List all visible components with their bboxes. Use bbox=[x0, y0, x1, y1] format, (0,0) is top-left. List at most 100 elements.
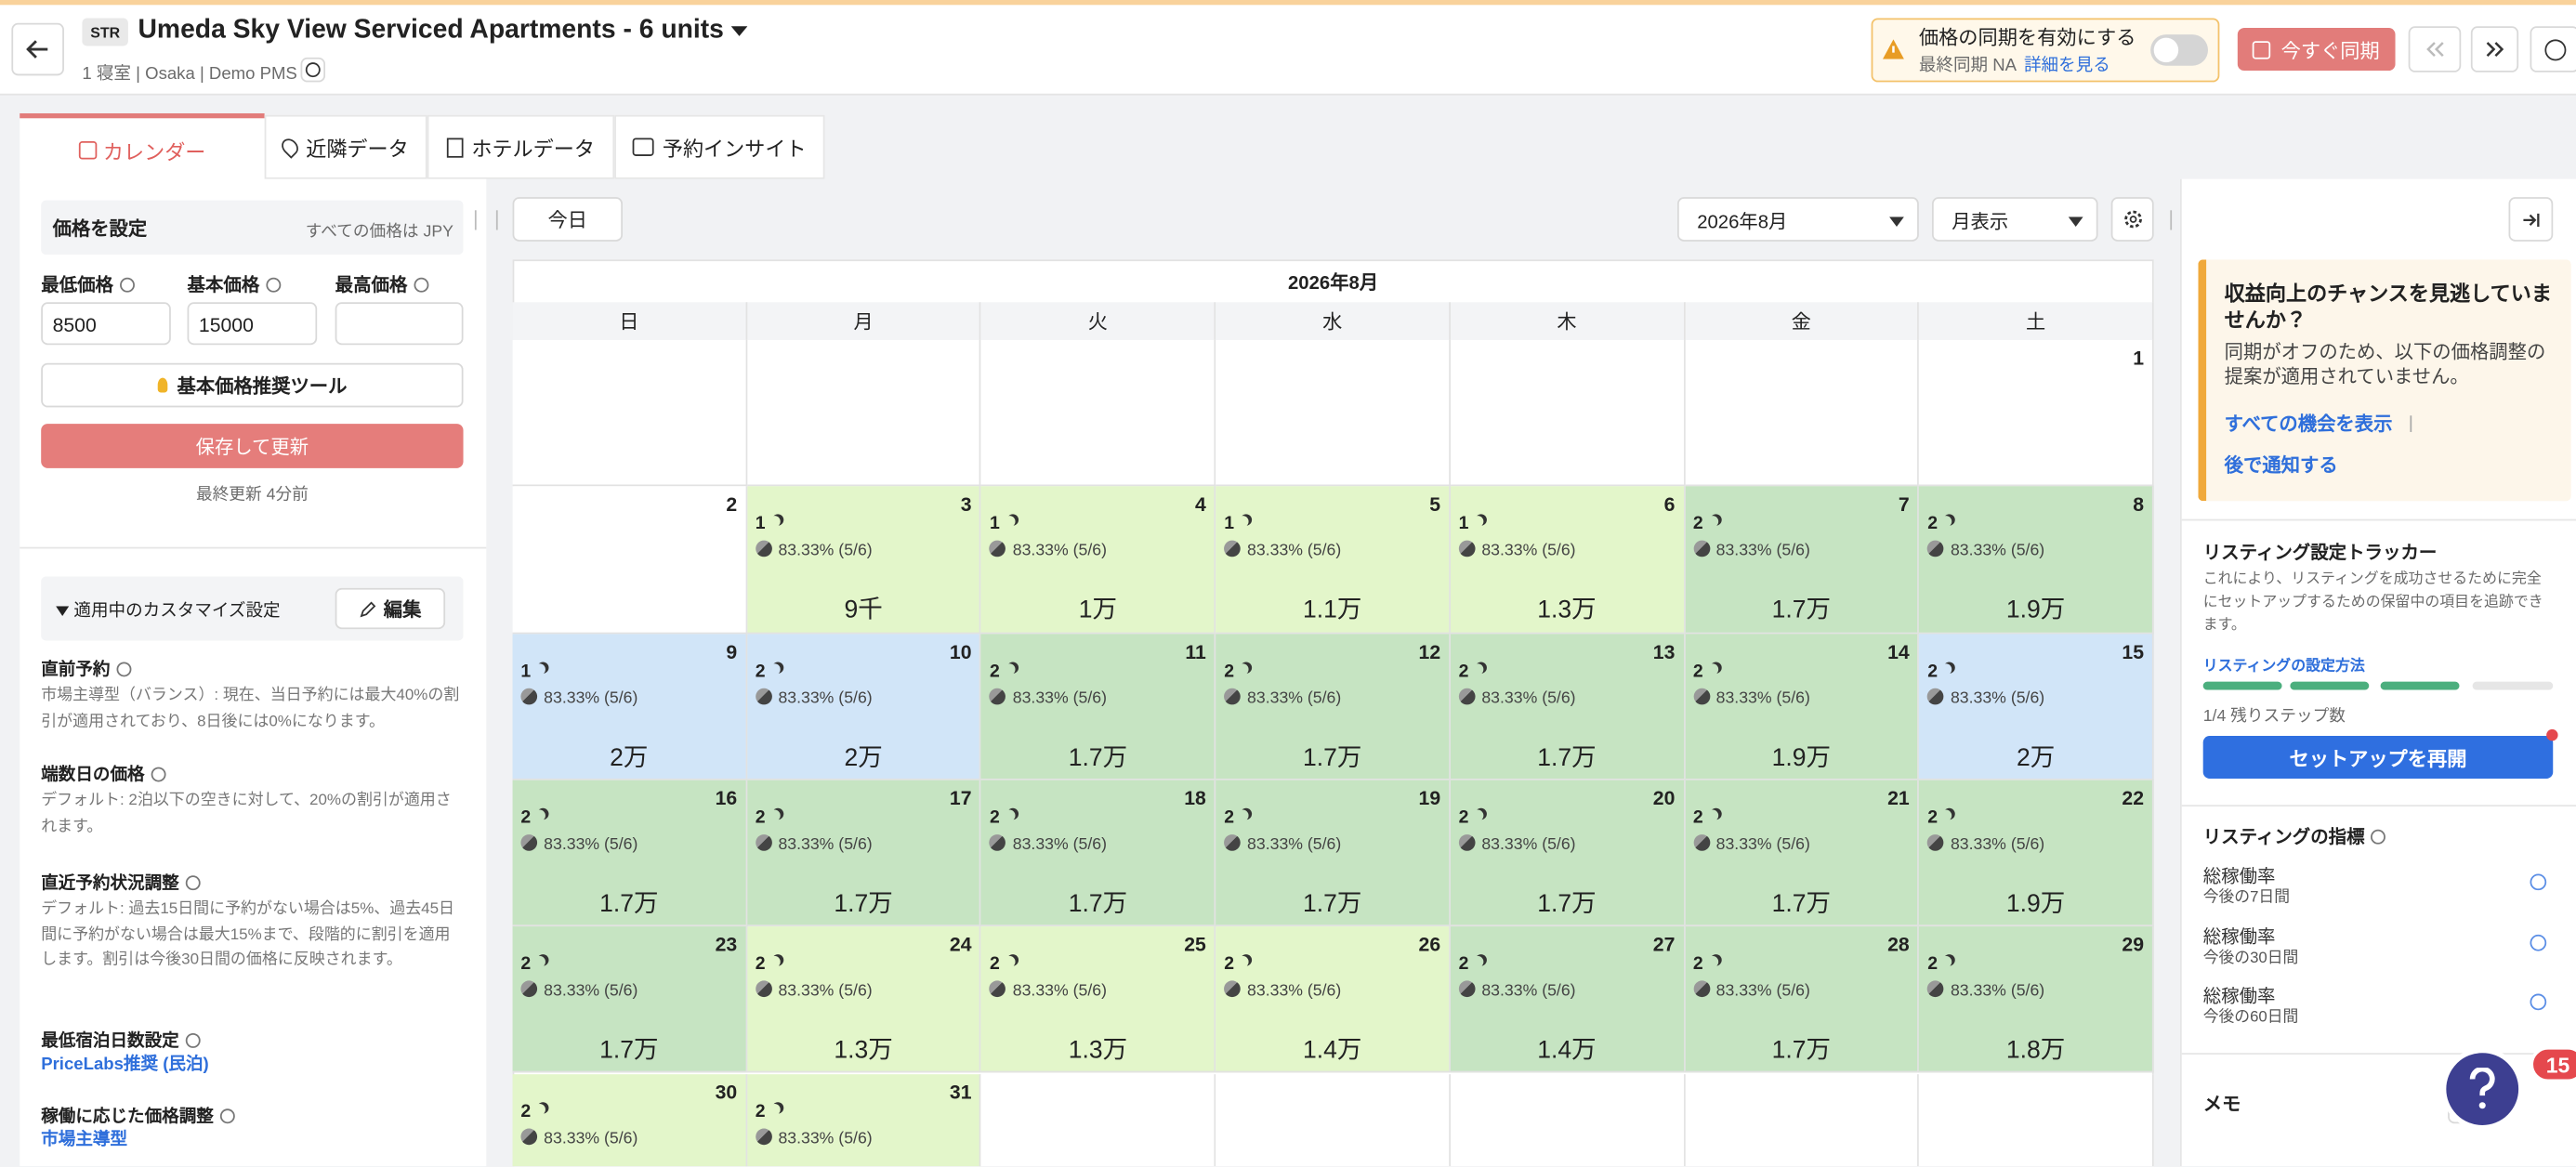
moon-icon bbox=[1706, 809, 1717, 820]
max-price-input[interactable] bbox=[335, 302, 464, 346]
day-cell[interactable]: 5 1 83.33% (5/6) 1.1万 bbox=[1216, 486, 1451, 634]
tool-button[interactable]: 基本価格推奨ツール bbox=[41, 362, 464, 408]
opportunity-title: 収益向上のチャンスを見逃していませんか？ bbox=[2224, 282, 2552, 333]
save-button[interactable]: 保存して更新 bbox=[41, 424, 464, 468]
day-cell[interactable]: 24 2 83.33% (5/6) 1.3万 bbox=[746, 926, 982, 1074]
add-icon-button[interactable] bbox=[300, 57, 326, 83]
day-cell[interactable]: 1 bbox=[1919, 339, 2154, 487]
divider bbox=[2181, 805, 2576, 807]
day-cell[interactable]: 6 1 83.33% (5/6) 1.3万 bbox=[1450, 486, 1686, 634]
day-cell[interactable]: 31 2 83.33% (5/6) bbox=[746, 1073, 982, 1167]
help-chat[interactable] bbox=[2441, 1047, 2524, 1131]
occupancy: 83.33% (5/6) bbox=[755, 688, 873, 707]
tab[interactable]: カレンダー bbox=[20, 112, 265, 181]
next-listing-button[interactable] bbox=[2470, 26, 2519, 72]
day-cell[interactable]: 25 2 83.33% (5/6) 1.3万 bbox=[981, 926, 1216, 1074]
day-cell[interactable]: 15 2 83.33% (5/6) 2万 bbox=[1919, 633, 2154, 780]
day-number: 20 bbox=[1652, 786, 1676, 810]
notification-dot bbox=[2546, 728, 2558, 741]
view-select[interactable]: 月表示 bbox=[1931, 197, 2098, 242]
occupancy: 83.33% (5/6) bbox=[1927, 980, 2044, 1001]
day-cell[interactable]: 12 2 83.33% (5/6) 1.7万 bbox=[1216, 633, 1451, 780]
sync-now-button[interactable]: 今すぐ同期 bbox=[2237, 28, 2396, 72]
listing-title[interactable]: Umeda Sky View Serviced Apartments - 6 u… bbox=[138, 17, 748, 46]
day-cell[interactable]: 7 2 83.33% (5/6) 1.7万 bbox=[1685, 486, 1920, 634]
day-cell[interactable]: 4 1 83.33% (5/6) 1万 bbox=[981, 486, 1216, 634]
day-cell[interactable]: 29 2 83.33% (5/6) 1.8万 bbox=[1919, 926, 2154, 1074]
day-cell[interactable]: 26 2 83.33% (5/6) 1.4万 bbox=[1216, 926, 1451, 1074]
remind-link[interactable]: 後で通知する bbox=[2224, 456, 2338, 477]
day-cell[interactable]: 14 2 83.33% (5/6) 1.9万 bbox=[1685, 633, 1920, 780]
day-number: 1 bbox=[2133, 347, 2145, 370]
day-cell[interactable]: 30 2 83.33% (5/6) bbox=[512, 1073, 747, 1167]
day-cell bbox=[981, 339, 1216, 487]
price: 1.7万 bbox=[1771, 889, 1832, 919]
day-number: 19 bbox=[1418, 786, 1441, 810]
view-all-link[interactable]: すべての機会を表示 bbox=[2224, 415, 2393, 436]
day-cell[interactable]: 16 2 83.33% (5/6) 1.7万 bbox=[512, 780, 747, 927]
day-cell[interactable]: 19 2 83.33% (5/6) 1.7万 bbox=[1216, 780, 1451, 927]
field-label: 最高価格 bbox=[335, 271, 429, 297]
min-nights-value: 2 bbox=[520, 1101, 532, 1121]
collapse-button[interactable] bbox=[2508, 197, 2554, 242]
back-button[interactable] bbox=[11, 22, 64, 76]
help-button[interactable] bbox=[2530, 26, 2576, 72]
min-price-input[interactable]: 8500 bbox=[41, 302, 171, 346]
prev-listing-button[interactable] bbox=[2408, 26, 2462, 72]
sync-toggle[interactable] bbox=[2150, 34, 2208, 66]
howto-link[interactable]: リスティングの設定方法 bbox=[2202, 657, 2365, 674]
price: 1.9万 bbox=[2005, 597, 2066, 625]
custom-item-link[interactable]: 市場主導型 bbox=[41, 1130, 128, 1150]
day-cell[interactable]: 22 2 83.33% (5/6) 1.9万 bbox=[1919, 780, 2154, 927]
day-cell bbox=[1216, 1073, 1451, 1167]
day-cell[interactable]: 21 2 83.33% (5/6) 1.7万 bbox=[1685, 780, 1920, 927]
details-link[interactable]: 詳細を見る bbox=[2023, 56, 2110, 76]
tab[interactable]: ホテルデータ bbox=[427, 114, 615, 179]
day-cell[interactable]: 18 2 83.33% (5/6) 1.7万 bbox=[981, 780, 1216, 927]
day-cell[interactable]: 3 1 83.33% (5/6) 9千 bbox=[746, 486, 982, 634]
custom-item-title: 端数日の価格 bbox=[41, 762, 166, 787]
day-cell[interactable]: 10 2 83.33% (5/6) 2万 bbox=[746, 633, 982, 780]
day-number: 30 bbox=[715, 1080, 738, 1104]
day-cell[interactable]: 28 2 83.33% (5/6) 1.7万 bbox=[1685, 926, 1920, 1074]
min-nights-value: 1 bbox=[989, 514, 1000, 535]
min-nights: 2 bbox=[1927, 808, 1952, 828]
day-cell[interactable]: 20 2 83.33% (5/6) 1.7万 bbox=[1450, 780, 1686, 927]
min-nights-value: 2 bbox=[1692, 514, 1703, 535]
day-cell[interactable]: 17 2 83.33% (5/6) 1.7万 bbox=[746, 780, 982, 927]
price: 2万 bbox=[2016, 743, 2056, 772]
moon-icon bbox=[1706, 517, 1717, 528]
month-select[interactable]: 2026年8月 bbox=[1676, 197, 1919, 242]
occupancy: 83.33% (5/6) bbox=[1692, 980, 1810, 1001]
min-nights: 2 bbox=[1224, 808, 1249, 828]
day-cell[interactable]: 9 1 83.33% (5/6) 2万 bbox=[512, 633, 747, 780]
edit-button[interactable]: 編集 bbox=[335, 587, 446, 630]
day-cell[interactable]: 2 bbox=[512, 486, 747, 634]
day-number: 28 bbox=[1887, 933, 1910, 957]
day-cell[interactable]: 13 2 83.33% (5/6) 1.7万 bbox=[1450, 633, 1686, 780]
day-cell[interactable]: 23 2 83.33% (5/6) 1.7万 bbox=[512, 926, 747, 1074]
gear-icon bbox=[2123, 210, 2142, 229]
today-button[interactable]: 今日 bbox=[512, 197, 624, 242]
metrics-title: リスティングの指標 bbox=[2203, 823, 2386, 849]
metric-label: 総稼働率 bbox=[2202, 926, 2276, 948]
day-cell bbox=[1450, 1073, 1686, 1167]
custom-title[interactable]: 適用中のカスタマイズ設定 bbox=[56, 597, 281, 623]
min-nights-value: 2 bbox=[1692, 807, 1703, 828]
occupancy-text: 83.33% (5/6) bbox=[1012, 542, 1107, 561]
custom-item-link[interactable]: PriceLabs推奨 (民泊) bbox=[41, 1054, 209, 1075]
settings-button[interactable] bbox=[2110, 197, 2154, 242]
tab[interactable]: 近隣データ bbox=[264, 114, 427, 179]
base-price-input[interactable]: 15000 bbox=[187, 302, 318, 346]
resize-handle[interactable] bbox=[474, 210, 498, 230]
day-cell[interactable]: 27 2 83.33% (5/6) 1.4万 bbox=[1450, 926, 1686, 1074]
day-cell[interactable]: 8 2 83.33% (5/6) 1.9万 bbox=[1919, 486, 2154, 634]
occupancy: 83.33% (5/6) bbox=[989, 541, 1107, 561]
occupancy: 83.33% (5/6) bbox=[1458, 541, 1576, 560]
tab-label: 近隣データ bbox=[306, 138, 409, 162]
info-icon bbox=[219, 1108, 235, 1124]
occupancy-text: 83.33% (5/6) bbox=[1481, 835, 1576, 855]
resume-button[interactable]: セットアップを再開 bbox=[2202, 735, 2554, 779]
tab[interactable]: 予約インサイト bbox=[614, 114, 825, 179]
day-cell[interactable]: 11 2 83.33% (5/6) 1.7万 bbox=[981, 633, 1216, 780]
